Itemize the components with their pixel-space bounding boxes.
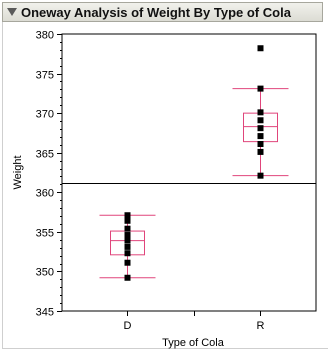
data-point[interactable] [257, 125, 264, 132]
plot-panel-frame [2, 22, 328, 349]
y-tick-label: 355 [36, 228, 54, 240]
data-point[interactable] [124, 212, 131, 219]
y-tick-label: 370 [36, 109, 54, 121]
y-tick-label: 365 [36, 149, 54, 161]
y-tick-label: 375 [36, 70, 54, 82]
report-outline-header[interactable]: Oneway Analysis of Weight By Type of Col… [2, 2, 323, 22]
data-point[interactable] [124, 225, 131, 232]
data-point[interactable] [124, 274, 131, 281]
data-point[interactable] [124, 243, 131, 250]
report-title: Oneway Analysis of Weight By Type of Col… [21, 5, 291, 20]
data-point[interactable] [124, 237, 131, 244]
y-tick-label: 380 [36, 30, 54, 42]
data-point[interactable] [257, 172, 264, 179]
data-point[interactable] [124, 250, 131, 257]
data-point[interactable] [257, 148, 264, 155]
data-point[interactable] [257, 85, 264, 92]
data-point[interactable] [257, 133, 264, 140]
y-axis-title: Weight [12, 155, 24, 189]
x-tick-label: R [257, 320, 265, 332]
y-tick-label: 350 [36, 267, 54, 279]
data-point[interactable] [257, 109, 264, 116]
data-point[interactable] [257, 117, 264, 124]
x-tick-label: D [124, 320, 132, 332]
disclosure-triangle-icon[interactable] [7, 8, 17, 16]
y-tick-label: 345 [36, 307, 54, 319]
data-point[interactable] [257, 141, 264, 148]
data-point[interactable] [124, 217, 131, 224]
data-point[interactable] [124, 259, 131, 266]
x-axis-title: Type of Cola [162, 337, 225, 349]
data-point[interactable] [257, 45, 264, 52]
plot-area [61, 33, 317, 312]
y-tick-label: 360 [36, 188, 54, 200]
data-point[interactable] [124, 232, 131, 239]
